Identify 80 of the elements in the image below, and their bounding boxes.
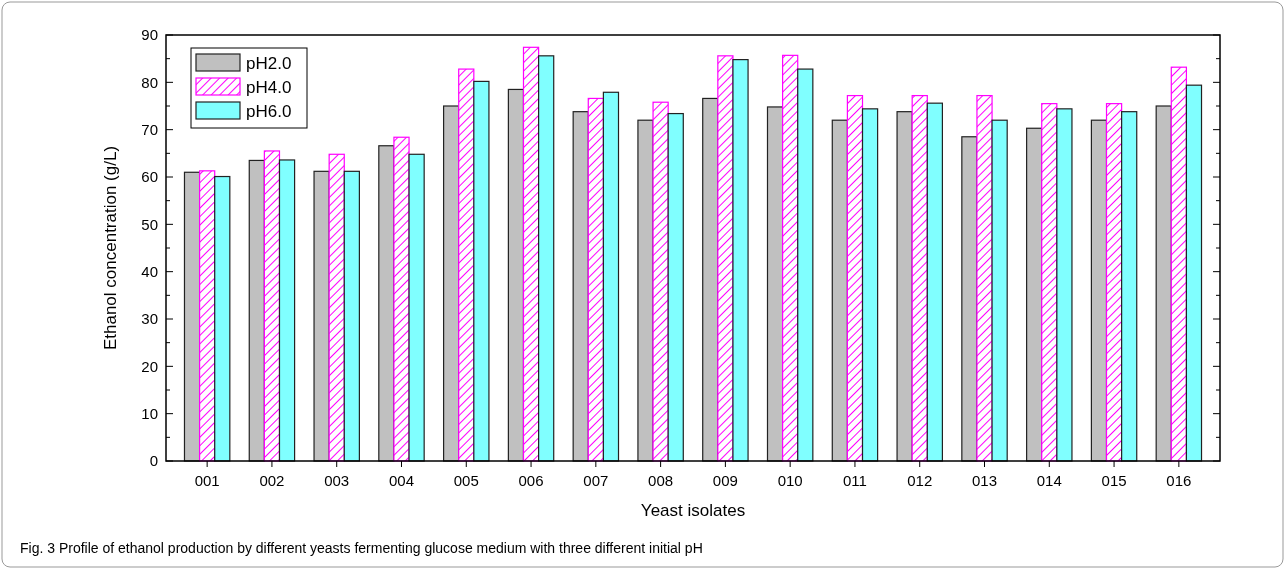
bar: [1105, 103, 1123, 462]
y-tick-label: 70: [141, 120, 158, 138]
bar: [408, 153, 425, 462]
bar: [766, 106, 784, 462]
legend-label: pH6.0: [246, 101, 292, 121]
y-tick-label: 40: [141, 262, 158, 280]
bar: [961, 136, 978, 462]
bar: [702, 97, 719, 462]
bar: [263, 150, 281, 462]
x-tick-label: 005: [453, 472, 479, 489]
bar: [378, 145, 395, 462]
bar: [183, 171, 201, 462]
x-tick-label: 012: [907, 472, 933, 489]
bar: [991, 119, 1008, 462]
bar: [637, 119, 654, 462]
x-tick-label: 001: [194, 472, 220, 489]
bar: [1056, 108, 1073, 462]
bar: [926, 102, 943, 462]
x-tick-label: 008: [648, 472, 674, 489]
bar: [667, 112, 684, 462]
bar: [473, 80, 490, 462]
y-tick-label: 50: [141, 215, 158, 233]
bar: [911, 94, 928, 462]
bar: [572, 111, 589, 462]
x-tick-label: 013: [971, 472, 998, 489]
y-axis-title: Ethanol concentration (g/L): [101, 145, 120, 351]
bar: [1026, 127, 1043, 462]
bar: [328, 153, 345, 462]
bar: [443, 105, 460, 462]
bar: [976, 94, 993, 462]
y-tick-label: 60: [141, 168, 158, 186]
bar: [1090, 119, 1108, 462]
bar: [846, 94, 864, 462]
caption: Fig. 3 Profile of ethanol production by different yeasts fermenting glucose medium with three different initial pH: [20, 540, 703, 556]
x-tick-label: 014: [1036, 472, 1062, 489]
bar: [602, 91, 620, 462]
bar: [1155, 105, 1172, 462]
x-tick-label: 011: [842, 472, 867, 489]
x-tick-label: 006: [518, 472, 544, 489]
bar: [1121, 111, 1138, 462]
bar: [198, 170, 216, 462]
bar: [313, 170, 330, 462]
bar: [896, 111, 913, 462]
bar: [393, 136, 410, 462]
legend-label: pH4.0: [246, 77, 292, 97]
bar: [652, 101, 669, 462]
legend-label: pH2.0: [246, 53, 292, 73]
bar: [248, 159, 265, 462]
bar: [1185, 84, 1203, 462]
y-tick-label: 10: [141, 404, 158, 422]
x-tick-label: 010: [777, 472, 803, 489]
x-tick-label: 009: [712, 472, 738, 489]
x-tick-label: 003: [324, 472, 350, 489]
bar: [797, 68, 814, 462]
bar: [343, 170, 360, 462]
x-tick-label: 002: [259, 472, 285, 489]
y-tick-label: 20: [141, 357, 158, 375]
bar: [1041, 103, 1058, 462]
x-tick-label: 016: [1166, 472, 1192, 489]
x-tick-label: 007: [583, 472, 609, 489]
bar: [538, 55, 555, 462]
bar: [831, 119, 848, 462]
bar: [1170, 66, 1188, 462]
x-axis-title: Yeast isolates: [640, 501, 746, 520]
bar: [732, 59, 749, 462]
x-tick-label: 004: [388, 472, 415, 489]
bar: [861, 108, 879, 462]
bar: [587, 97, 604, 462]
y-tick-label: 90: [141, 26, 158, 44]
x-tick-label: 015: [1101, 472, 1127, 489]
bar: [278, 159, 296, 462]
bar: [717, 55, 734, 462]
bar: [507, 88, 525, 462]
y-tick-label: 0: [149, 452, 158, 470]
y-tick-label: 30: [141, 310, 158, 328]
y-tick-label: 80: [141, 73, 158, 91]
bar: [458, 68, 475, 462]
bar: [214, 175, 231, 462]
bar: [522, 46, 540, 462]
bar: [782, 54, 799, 462]
